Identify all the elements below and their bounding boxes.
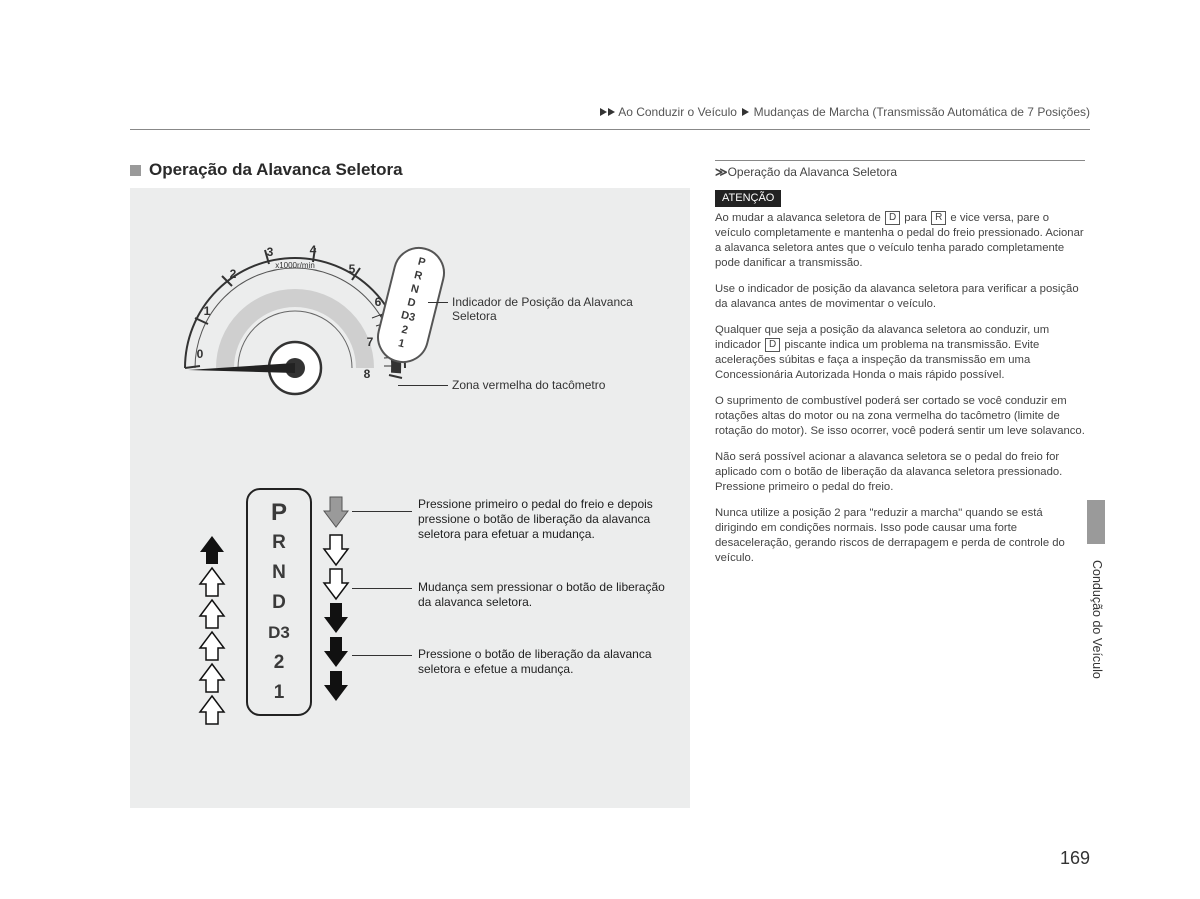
attention-badge: ATENÇÃO <box>715 190 781 207</box>
r-box-icon: R <box>931 211 946 225</box>
breadcrumb-part2: Mudanças de Marcha (Transmissão Automáti… <box>754 105 1090 119</box>
svg-text:0: 0 <box>197 347 204 361</box>
shift-lever-box: P R N D D3 2 1 <box>246 488 312 716</box>
svg-text:8: 8 <box>364 367 371 381</box>
square-bullet-icon <box>130 165 141 176</box>
svg-text:6: 6 <box>375 295 382 309</box>
left-arrow-column <box>192 536 232 746</box>
sidebar-p2: Use o indicador de posição da alavanca s… <box>715 282 1085 312</box>
legend-gray: Pressione primeiro o pedal do freio e de… <box>418 497 668 542</box>
breadcrumb-part1: Ao Conduzir o Veículo <box>618 105 737 119</box>
triangle-icon <box>600 108 607 116</box>
d-box-icon: D <box>885 211 900 225</box>
svg-text:1: 1 <box>204 304 211 318</box>
tach-scale-label: x1000r/min <box>275 261 315 270</box>
side-section-label: Condução do Veículo <box>1090 560 1104 679</box>
legend-black: Pressione o botão de liberação da alavan… <box>418 647 668 677</box>
sidebar-p1: Ao mudar a alavanca seletora de D para R… <box>715 211 1085 271</box>
sidebar-p3: Qualquer que seja a posição da alavanca … <box>715 323 1085 383</box>
d-box-icon: D <box>765 338 780 352</box>
triangle-icon <box>608 108 615 116</box>
sidebar-p5: Não será possível acionar a alavanca sel… <box>715 450 1085 495</box>
section-title: Operação da Alavanca Seletora <box>149 160 403 180</box>
diagram-panel: 0 1 2 3 4 5 6 7 8 x1000r/min <box>130 188 690 808</box>
legend-white: Mudança sem pressionar o botão de libera… <box>418 580 668 610</box>
sidebar-p4: O suprimento de combustível poderá ser c… <box>715 394 1085 439</box>
triangle-icon <box>742 108 749 116</box>
svg-text:4: 4 <box>310 243 317 257</box>
svg-text:7: 7 <box>367 335 374 349</box>
svg-text:3: 3 <box>267 245 274 259</box>
breadcrumb: Ao Conduzir o Veículo Mudanças de Marcha… <box>130 105 1090 130</box>
right-arrow-column <box>316 491 356 731</box>
svg-text:5: 5 <box>349 262 356 276</box>
side-tab <box>1087 500 1105 544</box>
page-number: 169 <box>1060 848 1090 869</box>
svg-text:2: 2 <box>230 267 237 281</box>
sidebar-p6: Nunca utilize a posição 2 para "reduzir … <box>715 506 1085 566</box>
callout-indicator: Indicador de Posição da Alavanca Seletor… <box>452 295 642 323</box>
sidebar-ref-title: ≫Operação da Alavanca Seletora <box>715 160 1085 180</box>
callout-redzone: Zona vermelha do tacômetro <box>452 378 605 392</box>
